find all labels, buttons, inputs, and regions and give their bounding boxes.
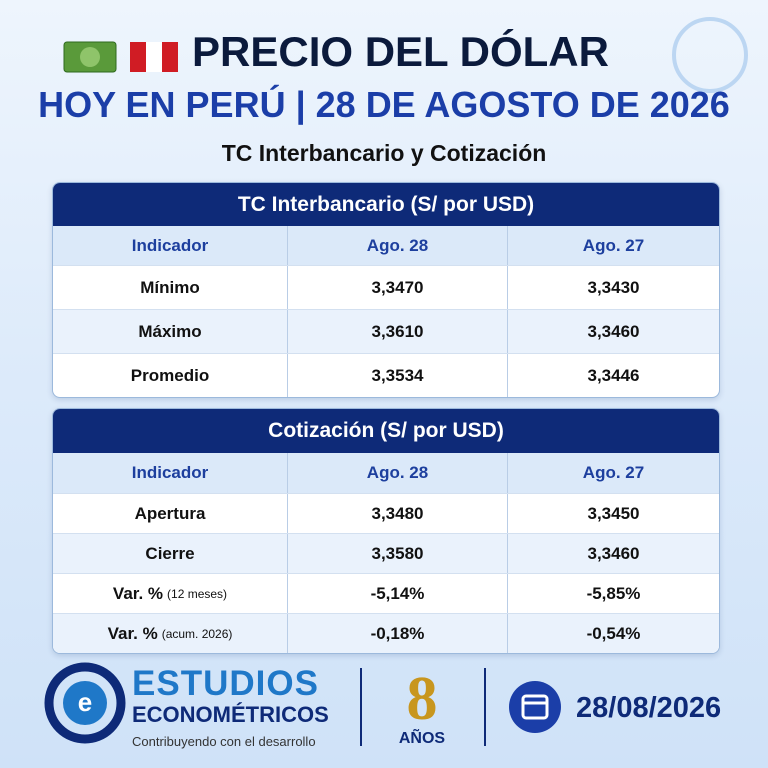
- row-label-cell: Apertura: [53, 494, 288, 533]
- value-cell: 3,3430: [587, 277, 640, 297]
- logo: e: [44, 662, 126, 744]
- row-label-cell: Máximo: [53, 310, 288, 353]
- divider: [360, 668, 362, 746]
- value-cell: -0,18%: [288, 614, 508, 653]
- value-cell: 3,3470: [288, 266, 508, 309]
- header-row: Indicador Ago. 28 Ago. 27: [53, 226, 719, 265]
- row-note: (12 meses): [167, 586, 228, 601]
- brand-bottom: ECONOMÉTRICOS: [132, 702, 329, 727]
- date: 28/08/2026: [576, 692, 722, 724]
- brand-top: ESTUDIOS: [132, 664, 319, 703]
- subtitle: HOY EN PERÚ | 28 DE AGOSTO DE 2026: [38, 84, 730, 125]
- table-row: Apertura 3,3480 3,3450: [53, 493, 719, 533]
- value-cell: 3,3580: [288, 534, 508, 573]
- value-cell: 3,3480: [288, 494, 508, 533]
- row-label: Máximo: [138, 321, 202, 341]
- row-label: Promedio: [130, 365, 210, 385]
- value-cell: 3,3460: [587, 321, 640, 341]
- row-label-cell: Var. % (12 meses): [53, 574, 288, 613]
- value-cell: -0,54%: [586, 623, 641, 643]
- row-label-cell: Cierre: [53, 534, 288, 573]
- divider: [484, 668, 486, 746]
- table-title: TC Interbancario (S/ por USD): [53, 183, 719, 226]
- title: PRECIO DEL DÓLAR: [192, 28, 609, 75]
- table: Cotización (S/ por USD) Indicador Ago. 28 A…: [52, 408, 720, 654]
- caption: TC Interbancario y Cotización: [221, 140, 547, 166]
- row-label: Cierre: [145, 543, 195, 563]
- icons: [63, 41, 178, 73]
- column-header: Ago. 27: [508, 226, 719, 265]
- table-row: Promedio 3,3534 3,3446: [53, 353, 719, 397]
- table-title: Cotización (S/ por USD): [53, 409, 719, 453]
- column-header: Indicador: [53, 453, 288, 493]
- dollar-icon: [672, 17, 748, 93]
- row-label-cell: Var. % (acum. 2026): [53, 614, 288, 653]
- row-label-cell: Mínimo: [53, 266, 288, 309]
- table-row: Mínimo 3,3470 3,3430: [53, 265, 719, 309]
- column-header: Indicador: [53, 226, 288, 265]
- row-label-cell: Promedio: [53, 354, 288, 397]
- years-label: AÑOS: [398, 730, 446, 747]
- value-cell: 3,3610: [288, 310, 508, 353]
- table-row: Var. % (12 meses) -5,14% -5,85%: [53, 573, 719, 613]
- value-cell: 3,3450: [587, 503, 640, 523]
- header-row: Indicador Ago. 28 Ago. 27: [53, 453, 719, 493]
- years: 8: [406, 665, 438, 733]
- svg-text:e: e: [78, 687, 92, 717]
- table-row: Cierre 3,3580 3,3460: [53, 533, 719, 573]
- tagline: Contribuyendo con el desarrollo: [132, 734, 316, 749]
- table: TC Interbancario (S/ por USD) Indicador Ag…: [52, 182, 720, 398]
- value-cell: 3,3534: [288, 354, 508, 397]
- column-header: Ago. 28: [288, 453, 508, 493]
- value-cell: -5,14%: [288, 574, 508, 613]
- row-label: Var. %: [107, 623, 158, 643]
- value-cell: -5,85%: [586, 583, 641, 603]
- table-row: Var. % (acum. 2026) -0,18% -0,54%: [53, 613, 719, 653]
- column-header: Ago. 28: [288, 226, 508, 265]
- row-label: Apertura: [134, 503, 206, 523]
- row-label: Var. %: [112, 583, 164, 603]
- value-cell: 3,3446: [587, 365, 640, 385]
- column-header: Ago. 27: [508, 453, 719, 493]
- calendar-icon: [509, 681, 561, 733]
- row-note: (acum. 2026): [161, 626, 233, 641]
- value-cell: 3,3460: [587, 543, 640, 563]
- table-row: Máximo 3,3610 3,3460: [53, 309, 719, 353]
- row-label: Mínimo: [140, 277, 200, 297]
